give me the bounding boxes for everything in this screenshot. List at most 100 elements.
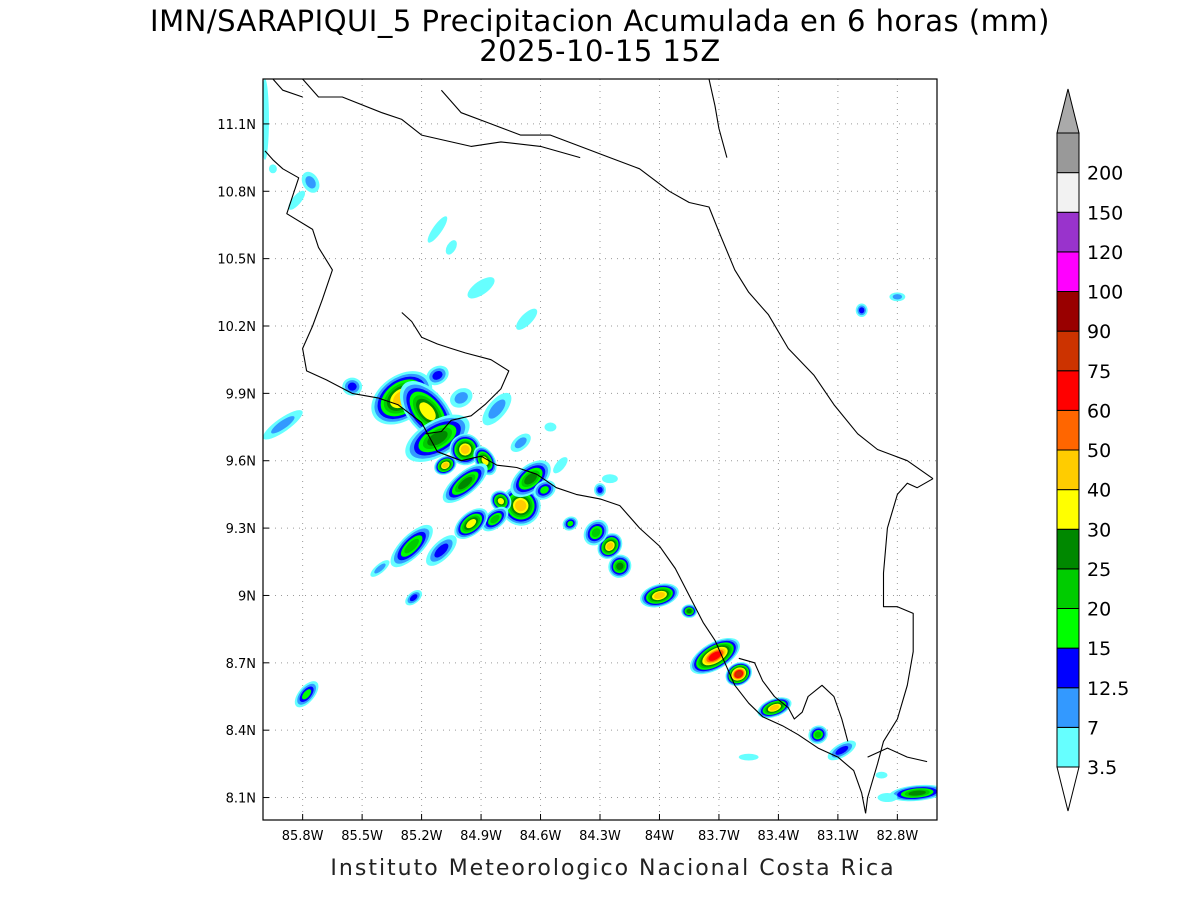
- precip-contour: [591, 528, 601, 537]
- colorbar-label: 25: [1087, 559, 1111, 581]
- precip-cell: [855, 303, 868, 318]
- precip-cell: [738, 753, 759, 761]
- coastline: [272, 79, 303, 98]
- precip-cell: [288, 190, 306, 210]
- lat-tick-label: 9N: [238, 589, 256, 604]
- colorbar-segment: [1056, 370, 1080, 411]
- colorbar-segment: [1056, 291, 1080, 332]
- precip-contour: [908, 790, 926, 796]
- precipitation-field: [263, 79, 937, 803]
- precip-contour: [769, 704, 780, 711]
- colorbar-label: 12.5: [1087, 678, 1129, 700]
- colorbar-segment: [1056, 409, 1080, 451]
- lon-tick-label: 84W: [645, 829, 675, 844]
- precip-contour: [858, 307, 865, 314]
- colorbar-label: 30: [1087, 519, 1111, 541]
- precip-contour: [497, 497, 504, 505]
- precip-cell: [808, 725, 828, 744]
- precip-cell: [426, 535, 457, 566]
- precip-contour: [540, 486, 549, 494]
- precip-cell: [690, 637, 740, 675]
- precip-cell: [405, 414, 470, 462]
- lon-tick-label: 85.2W: [401, 829, 443, 844]
- precip-cell: [268, 164, 277, 174]
- precip-cell: [370, 560, 390, 577]
- precip-cell: [601, 474, 618, 484]
- precip-contour: [458, 476, 473, 490]
- precip-contour: [427, 216, 448, 243]
- precip-cell: [442, 463, 488, 503]
- precip-cell: [681, 604, 698, 618]
- precip-cell: [533, 480, 556, 500]
- lon-tick-label: 83.7W: [698, 829, 740, 844]
- border-line: [738, 657, 849, 742]
- precip-contour: [432, 370, 443, 380]
- precip-contour: [708, 651, 722, 661]
- precip-contour: [347, 382, 357, 391]
- colorbar-label: 200: [1087, 163, 1123, 185]
- lon-tick-label: 83.4W: [758, 829, 800, 844]
- colorbar-label: 75: [1087, 361, 1111, 383]
- lat-tick-label: 10.2N: [217, 320, 256, 335]
- lon-tick-label: 84.9W: [460, 829, 502, 844]
- colorbar-label: 150: [1087, 202, 1123, 224]
- precip-contour: [738, 753, 759, 761]
- precip-cell: [450, 388, 473, 408]
- precip-cell: [482, 392, 512, 426]
- colorbar-label: 50: [1087, 440, 1111, 462]
- precip-cell: [426, 365, 449, 386]
- precip-cell: [544, 422, 557, 432]
- precip-contour: [597, 486, 603, 493]
- precip-cell: [449, 433, 482, 466]
- axis-tick-labels: 11.1N 10.8N 10.5N 10.2N 9.9N 9.6N 9.3N 9N 8.7N 8.…: [217, 118, 918, 844]
- colorbar-label: 100: [1087, 282, 1123, 304]
- colorbar: 3.5 7 12.5 15 20 25 30 40 50 60 75 90 100 120 150 200: [1056, 88, 1129, 812]
- lat-tick-label: 8.7N: [226, 657, 256, 672]
- coastline: [264, 150, 867, 814]
- colorbar-segment: [1056, 687, 1080, 728]
- colorbar-above-triangle: [1056, 88, 1080, 134]
- colorbar-segment: [1056, 211, 1080, 253]
- colorbar-label: 120: [1087, 242, 1123, 264]
- colorbar-segment: [1056, 330, 1080, 372]
- colorbar-label: 3.5: [1087, 757, 1117, 779]
- lat-tick-label: 9.3N: [226, 522, 256, 537]
- precip-contour: [445, 240, 457, 255]
- map-subtitle-datetime: 2025-10-15 15Z: [479, 34, 721, 68]
- lon-tick-label: 83.1W: [817, 829, 859, 844]
- precip-cell: [434, 455, 457, 476]
- colorbar-label: 60: [1087, 400, 1111, 422]
- colorbar-segment: [1056, 132, 1080, 174]
- precip-contour: [434, 543, 449, 558]
- precip-contour: [481, 456, 489, 466]
- lon-tick-label: 82.8W: [876, 829, 918, 844]
- precip-cell: [516, 308, 538, 330]
- border-line: [865, 478, 934, 814]
- lat-tick-label: 11.1N: [217, 118, 256, 133]
- precip-contour: [514, 437, 527, 449]
- precip-cell: [294, 681, 319, 708]
- lat-tick-label: 10.8N: [217, 185, 256, 200]
- precip-contour: [516, 308, 538, 330]
- precip-contour: [875, 771, 888, 779]
- precip-cell: [301, 171, 320, 193]
- colorbar-segment: [1056, 449, 1080, 491]
- border-line: [302, 79, 581, 159]
- lat-tick-label: 8.4N: [226, 724, 256, 739]
- precip-cell: [405, 590, 423, 606]
- colorbar-label: 90: [1087, 321, 1111, 343]
- coastline: [401, 312, 510, 435]
- coastline: [708, 79, 728, 158]
- lon-tick-label: 85.5W: [341, 829, 383, 844]
- map-title: IMN/SARAPIQUI_5 Precipitacion Acumulada …: [150, 4, 1050, 38]
- lon-tick-label: 84.6W: [520, 829, 562, 844]
- precip-cell: [390, 524, 433, 568]
- lat-tick-label: 9.9N: [226, 387, 256, 402]
- precip-contour: [544, 422, 557, 432]
- precip-contour: [460, 445, 470, 454]
- lat-tick-label: 10.5N: [217, 253, 256, 268]
- precip-cell: [500, 485, 541, 526]
- precip-contour: [877, 793, 898, 803]
- precip-cell: [467, 277, 495, 299]
- precip-contour: [454, 392, 468, 404]
